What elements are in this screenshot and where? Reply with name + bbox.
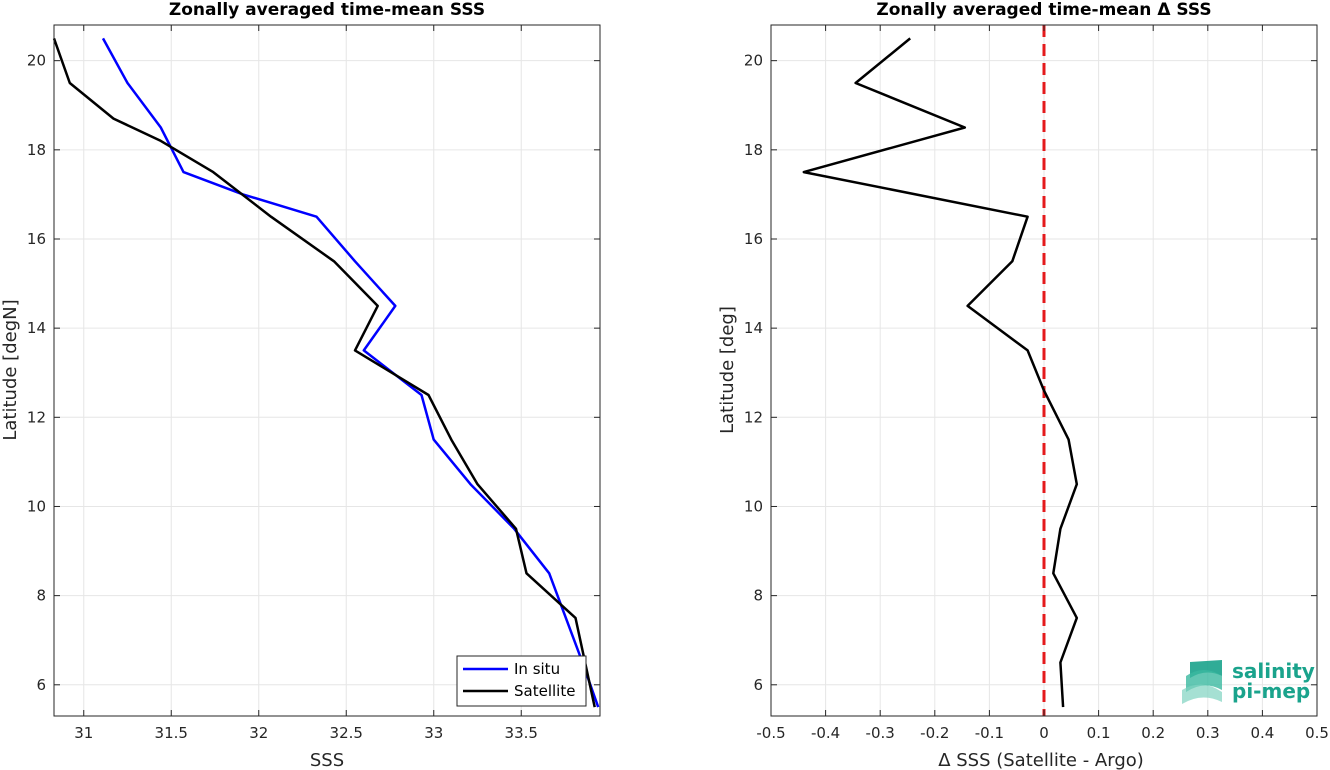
right-x-tick-label: -0.4 — [811, 724, 840, 742]
left-y-tick-label: 14 — [27, 319, 46, 337]
right-x-tick-label: 0.5 — [1305, 724, 1329, 742]
left-x-tick-label: 33 — [424, 724, 443, 742]
legend-satellite-label: Satellite — [514, 682, 575, 700]
left-panel: 31 31.5 32 32.5 33 33.5 6 8 10 12 14 16 18 20 Zonally… — [0, 0, 601, 770]
salinity-pi-mep-logo: salinity pi-mep — [1182, 659, 1315, 704]
right-x-tick-label: 0.4 — [1250, 724, 1274, 742]
right-y-axis-label: Latitude [deg] — [717, 306, 738, 434]
left-y-axis-label: Latitude [degN] — [0, 299, 21, 440]
left-y-tick-label: 18 — [27, 141, 46, 159]
left-series-in-situ-line — [101, 37, 600, 708]
right-x-tick-label: -0.2 — [920, 724, 949, 742]
right-y-tick-label: 6 — [753, 676, 763, 694]
wave-logo-icon — [1182, 660, 1222, 704]
right-x-tick-label: 0.2 — [1141, 724, 1165, 742]
left-y-tick-label: 6 — [36, 676, 46, 694]
logo-line1: salinity — [1232, 659, 1315, 683]
left-chart-title: Zonally averaged time-mean SSS — [169, 0, 485, 20]
left-y-tick-label: 8 — [36, 587, 46, 605]
right-x-tick-label: -0.3 — [866, 724, 895, 742]
logo-line2: pi-mep — [1232, 679, 1310, 703]
left-x-tick-label: 32 — [249, 724, 268, 742]
legend: In situ Satellite — [456, 655, 587, 707]
right-x-tick-label: 0.3 — [1196, 724, 1220, 742]
left-x-tick-label: 31.5 — [155, 724, 188, 742]
right-chart-title: Zonally averaged time-mean Δ SSS — [876, 0, 1211, 20]
right-x-tick-label: 0 — [1039, 724, 1049, 742]
left-x-tick-label: 31 — [74, 724, 93, 742]
right-x-tick-label: 0.1 — [1087, 724, 1111, 742]
left-x-tick-label: 33.5 — [505, 724, 538, 742]
legend-box — [456, 655, 587, 707]
right-y-tick-label: 20 — [744, 52, 763, 70]
left-x-axis-label: SSS — [310, 750, 344, 770]
left-x-tick-label: 32.5 — [330, 724, 363, 742]
right-x-tick-label: -0.1 — [975, 724, 1004, 742]
right-y-tick-label: 16 — [744, 230, 763, 248]
left-y-tick-label: 12 — [27, 408, 46, 426]
left-axes-frame — [53, 24, 601, 717]
right-x-axis-label: Δ SSS (Satellite - Argo) — [938, 750, 1144, 770]
left-y-tick-label: 10 — [27, 497, 46, 515]
legend-insitu-label: In situ — [514, 660, 560, 678]
right-y-tick-label: 14 — [744, 319, 763, 337]
left-series-satellite-line — [52, 37, 596, 708]
right-y-tick-label: 12 — [744, 408, 763, 426]
right-series-delta-sss-line — [802, 37, 1079, 708]
right-y-tick-label: 8 — [753, 587, 763, 605]
left-y-tick-label: 20 — [27, 52, 46, 70]
right-y-tick-label: 10 — [744, 497, 763, 515]
right-panel: -0.5 -0.4 -0.3 -0.2 -0.1 0 0.1 0.2 0.3 0.4 0.5 6 8 10… — [717, 0, 1329, 770]
right-y-tick-label: 18 — [744, 141, 763, 159]
right-x-tick-label: -0.5 — [756, 724, 785, 742]
left-y-tick-label: 16 — [27, 230, 46, 248]
